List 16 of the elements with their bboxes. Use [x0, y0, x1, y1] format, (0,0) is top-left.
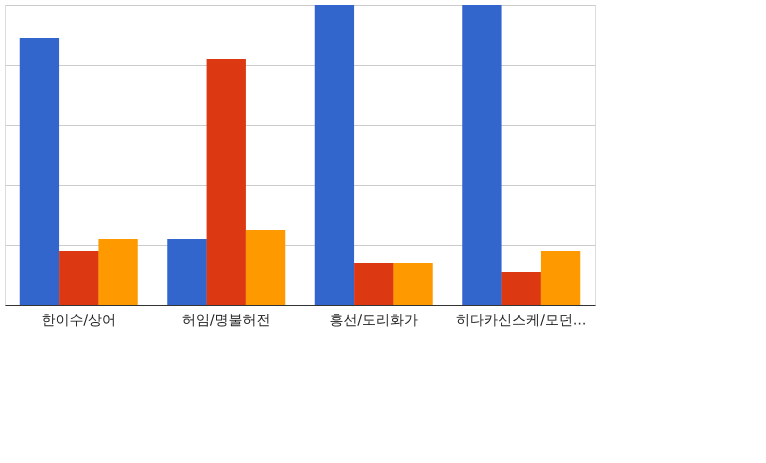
bar: [20, 38, 60, 305]
bar: [98, 239, 138, 305]
bar: [167, 239, 207, 305]
x-tick-label: 한이수/상어: [41, 312, 116, 328]
bar: [393, 263, 433, 305]
bar: [462, 5, 502, 305]
bar: [206, 59, 246, 305]
bar: [502, 272, 541, 305]
bar: [59, 251, 98, 305]
x-tick-label: 히다카신스케/모던...: [456, 312, 586, 328]
x-tick-label: 흥선/도리화가: [329, 312, 418, 328]
bar: [354, 263, 394, 305]
x-tick-label: 허임/명불허전: [182, 312, 271, 328]
bar: [540, 251, 580, 305]
bar: [314, 5, 354, 305]
bar: [246, 230, 286, 305]
